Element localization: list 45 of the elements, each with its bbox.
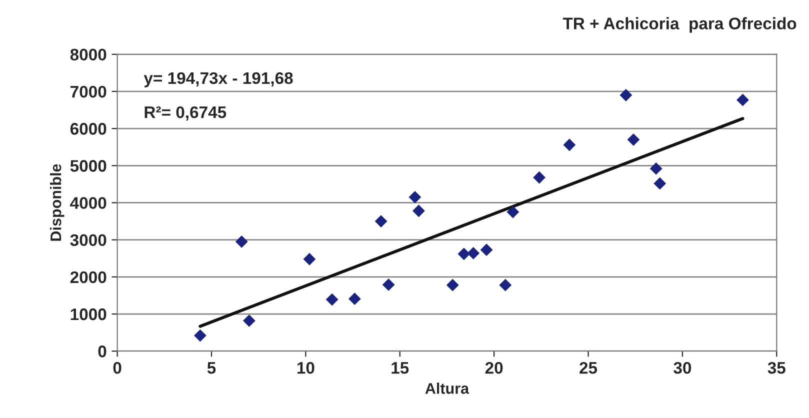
x-tick-label: 15 <box>392 362 409 374</box>
y-axis-title: Disponible <box>50 164 64 241</box>
point <box>374 215 388 228</box>
x-tick-label: 25 <box>580 362 598 374</box>
point <box>408 190 422 204</box>
point <box>650 162 662 175</box>
point <box>348 292 361 306</box>
point <box>326 293 338 306</box>
y-tick-label: 5000 <box>70 160 106 172</box>
point <box>194 329 206 342</box>
point <box>480 244 493 256</box>
point <box>235 235 248 248</box>
x-tick-label: 10 <box>297 362 314 374</box>
point <box>242 314 256 327</box>
point <box>563 138 576 152</box>
y-tick-label: 3000 <box>70 234 106 246</box>
y-tick-label: 1000 <box>70 308 106 320</box>
y-tick-label: 0 <box>98 346 106 358</box>
x-tick-label: 35 <box>768 362 786 374</box>
point <box>533 171 546 184</box>
annotation: R²= 0,6745 <box>144 106 226 121</box>
y-tick-label: 8000 <box>70 48 106 61</box>
point <box>382 278 395 291</box>
y-tick-label: 4000 <box>70 197 106 209</box>
point <box>467 246 480 260</box>
y-tick-label: 6000 <box>70 122 106 135</box>
point <box>446 278 459 292</box>
y-tick-label: 7000 <box>70 86 106 98</box>
annotation: y= 194,73x - 191,68 <box>144 72 293 88</box>
chart-title: TR + Achicoria para Ofrecido <box>562 17 796 33</box>
point <box>499 278 512 292</box>
point <box>627 133 640 146</box>
x-tick-label: 0 <box>113 362 122 374</box>
y-tick-label: 2000 <box>70 271 106 284</box>
point <box>303 252 316 266</box>
x-tick-label: 30 <box>674 362 692 374</box>
x-tick-label: 20 <box>485 362 503 374</box>
x-tick-label: 5 <box>207 362 216 374</box>
point <box>458 248 470 260</box>
point <box>412 204 425 218</box>
point <box>506 206 520 218</box>
point <box>620 88 632 102</box>
point <box>654 177 666 190</box>
point <box>736 94 749 106</box>
x-axis-title: Altura <box>425 382 470 394</box>
